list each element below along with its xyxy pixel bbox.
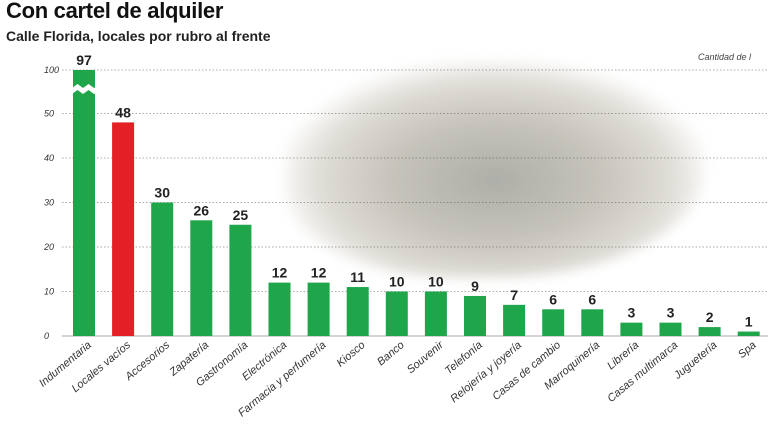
bar (112, 122, 135, 337)
bar (620, 322, 643, 336)
bar-value-label: 10 (389, 274, 405, 290)
bar-value-label: 10 (428, 274, 444, 290)
bar-value-label: 6 (549, 291, 557, 307)
bar-value-label: 2 (706, 309, 714, 325)
x-tick-label: Casas multimarca (605, 339, 680, 405)
bar-value-label: 3 (628, 305, 636, 321)
bar (581, 309, 604, 336)
y-axis-label: Cantidad de l (698, 52, 752, 62)
bar-value-label: 11 (350, 269, 365, 285)
x-tick-label: Kiosco (335, 339, 368, 369)
bar (542, 309, 565, 336)
bar-value-label: 12 (311, 265, 327, 281)
bar (698, 327, 721, 336)
bar-value-label: 1 (745, 314, 753, 330)
x-tick-label: Souvenir (405, 338, 447, 376)
x-tick-label: Casas de cambio (490, 339, 563, 403)
bar (73, 70, 95, 336)
bar-value-label: 7 (510, 287, 518, 303)
bar (190, 220, 213, 336)
bar (737, 331, 760, 336)
y-tick-label: 40 (44, 153, 54, 163)
y-tick-label: 30 (44, 198, 54, 208)
bar-value-label: 30 (154, 185, 170, 201)
x-tick-label: Banco (375, 339, 407, 368)
chart-subtitle: Calle Florida, locales por rubro al fren… (6, 28, 271, 44)
bar (307, 282, 330, 336)
bar (385, 291, 408, 336)
bar (268, 282, 291, 336)
bar-value-label: 12 (272, 265, 288, 281)
bar-value-label: 6 (588, 291, 596, 307)
x-tick-label: Spa (736, 339, 759, 361)
bar (346, 287, 369, 336)
bar-value-label: 97 (76, 52, 92, 68)
axis-break-mark (72, 84, 96, 94)
bar (151, 202, 174, 336)
y-tick-label: 0 (44, 331, 49, 341)
y-tick-label: 50 (44, 109, 54, 119)
bar-value-label: 9 (471, 278, 479, 294)
chart-title: Con cartel de alquiler (6, 0, 224, 23)
bar (659, 322, 682, 336)
y-tick-label: 10 (44, 287, 54, 297)
x-tick-label: Librería (605, 339, 641, 372)
bar (424, 291, 447, 336)
x-tick-label: Juguetería (671, 339, 719, 382)
bar (464, 295, 486, 336)
bar-value-label: 26 (194, 202, 210, 218)
y-tick-label: 100 (44, 65, 59, 75)
y-tick-label: 20 (43, 242, 54, 252)
street-photo (285, 62, 705, 277)
bar (503, 304, 526, 336)
bar-value-label: 3 (667, 305, 675, 321)
bar-value-label: 48 (115, 104, 131, 120)
x-tick-label: Relojería y joyería (448, 339, 524, 405)
bar (229, 224, 252, 336)
bar-value-label: 25 (233, 207, 249, 223)
